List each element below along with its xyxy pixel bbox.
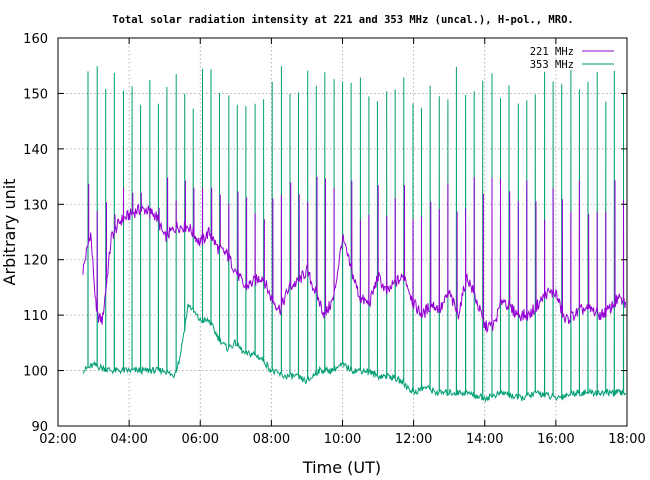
legend-label: 353 MHz (530, 59, 574, 71)
x-tick-label: 08:00 (253, 432, 290, 447)
y-tick-label: 160 (23, 32, 48, 47)
x-tick-label: 18:00 (608, 432, 645, 447)
y-tick-label: 150 (23, 87, 48, 102)
y-tick-label: 130 (23, 198, 48, 213)
x-tick-label: 04:00 (110, 432, 147, 447)
x-tick-label: 14:00 (466, 432, 503, 447)
x-tick-label: 12:00 (395, 432, 432, 447)
y-tick-label: 110 (23, 309, 48, 324)
x-tick-label: 02:00 (39, 432, 76, 447)
axes: 02:00 04:00 06:00 08:00 10:00 12:00 14:00 16:00… (23, 32, 646, 447)
x-tick-label: 16:00 (537, 432, 574, 447)
plot-area (82, 66, 627, 403)
y-tick-label: 90 (31, 420, 48, 435)
series-line-221mhz (82, 176, 627, 334)
x-tick-label: 06:00 (182, 432, 219, 447)
x-axis-label: Time (UT) (302, 458, 381, 477)
legend-label: 221 MHz (530, 46, 574, 58)
chart-title: Total solar radiation intensity at 221 a… (112, 14, 573, 26)
y-tick-label: 120 (23, 254, 48, 269)
y-tick-label: 100 (23, 365, 48, 380)
y-tick-label: 140 (23, 143, 48, 158)
series-line-353mhz (82, 66, 627, 403)
y-axis-label: Arbitrary unit (0, 179, 19, 286)
x-tick-label: 10:00 (324, 432, 361, 447)
